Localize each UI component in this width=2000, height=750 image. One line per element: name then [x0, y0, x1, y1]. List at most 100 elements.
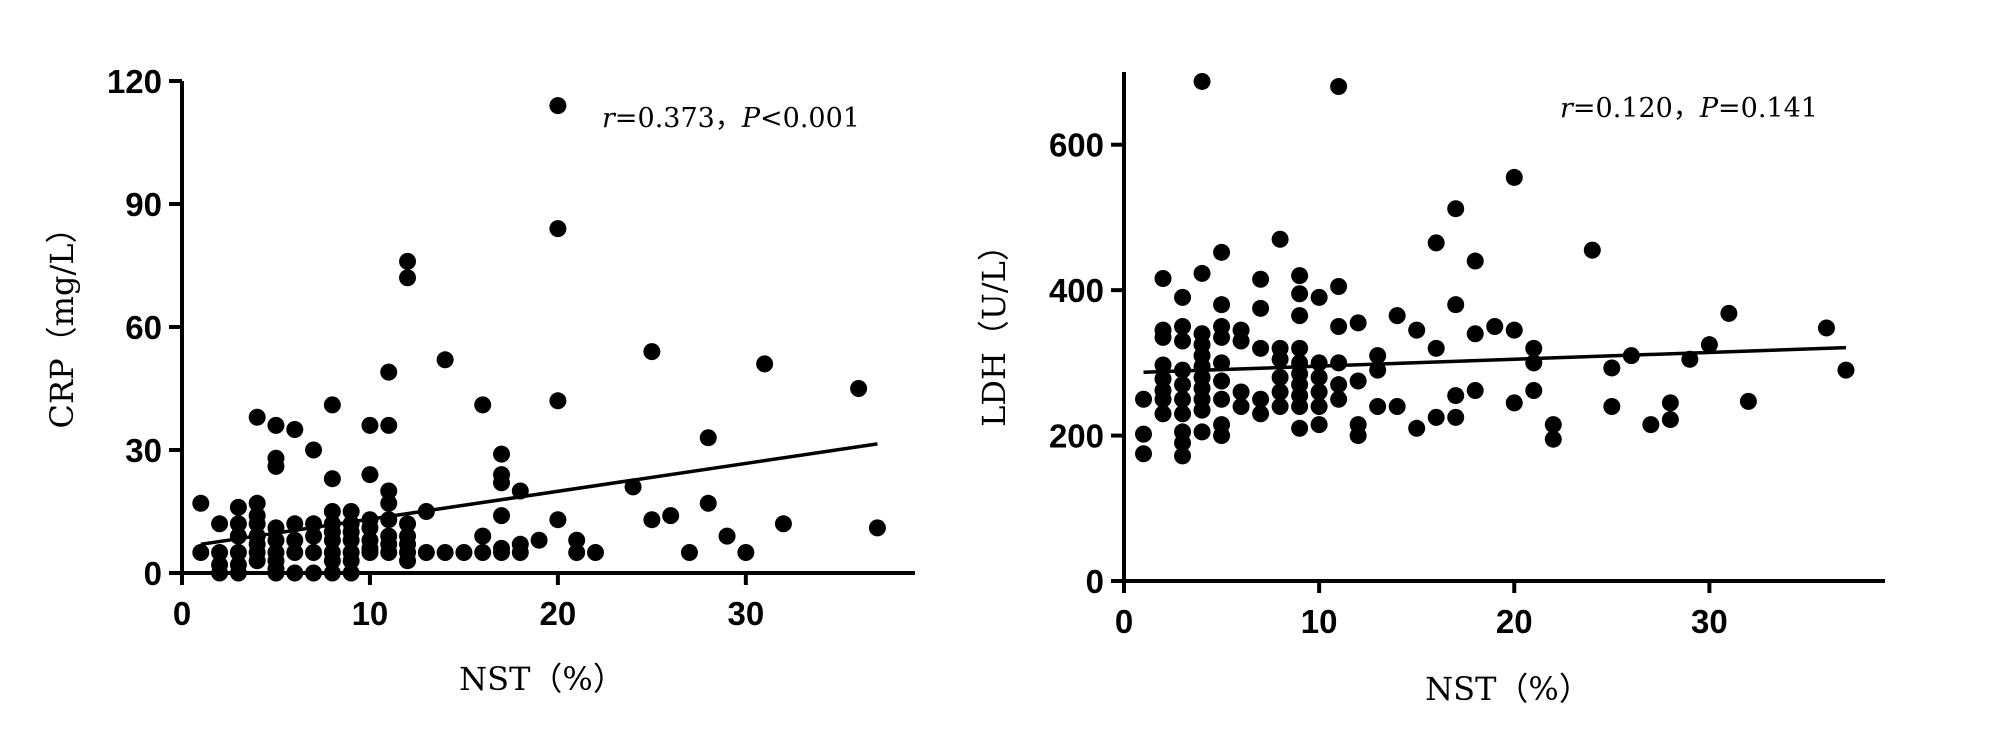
crp-data-point [530, 531, 548, 549]
ldh-data-point [1174, 288, 1192, 306]
ldh-data-point [1213, 328, 1231, 346]
crp-data-point [380, 416, 398, 434]
ldh-x-tick-label: 0 [1115, 603, 1133, 640]
ldh-data-point [1330, 78, 1348, 96]
crp-fit-line [200, 442, 878, 547]
crp-p-value: <0.001 [760, 103, 860, 134]
crp-data-point [399, 269, 417, 287]
ldh-data-point [1720, 304, 1738, 322]
crp-data-point [850, 380, 868, 397]
ldh-x-tick-label: 20 [1496, 603, 1533, 640]
ldh-data-point [1174, 318, 1192, 335]
crp-data-point [568, 531, 586, 549]
ldh-r-value: =0.120， [1573, 93, 1700, 124]
ldh-data-point [1291, 267, 1309, 285]
crp-data-point [511, 544, 529, 561]
crp-p-symbol: P [741, 103, 761, 134]
ldh-data-point [1291, 397, 1309, 415]
ldh-data-point [1154, 390, 1172, 408]
crp-data-point [380, 363, 398, 381]
ldh-data-point [1135, 425, 1153, 443]
crp-data-point [493, 474, 511, 492]
crp-x-axis-title: NST（%） [459, 660, 625, 698]
crp-data-point [586, 544, 604, 561]
ldh-data-point [1213, 372, 1231, 390]
crp-y-axis-title: CRP（mg/L） [43, 212, 81, 429]
crp-data-point [549, 220, 567, 238]
ldh-data-point [1447, 200, 1465, 218]
crp-data-point [474, 544, 492, 561]
ldh-data-point [1193, 264, 1211, 282]
crp-data-point [436, 544, 454, 561]
ldh-data-point [1330, 354, 1348, 372]
ldh-data-point [1174, 390, 1192, 408]
ldh-data-point [1525, 381, 1543, 399]
ldh-data-point [1174, 376, 1192, 394]
ldh-p-symbol: P [1699, 93, 1719, 124]
crp-panel: 0 30 60 90 120 0 10 20 30 NST（%） CRP（mg/L） r=0.… [43, 63, 915, 698]
ldh-x-tick-label: 30 [1691, 603, 1728, 640]
crp-data-point [380, 494, 398, 512]
crp-data-point [493, 544, 511, 561]
ldh-data-point [1544, 430, 1562, 448]
ldh-data-point [1271, 230, 1289, 248]
crp-data-point [380, 544, 398, 561]
crp-data-point [305, 527, 323, 545]
ldh-data-point [1817, 319, 1835, 337]
crp-data-point [399, 252, 417, 270]
ldh-data-point [1583, 241, 1601, 259]
crp-data-point [229, 544, 247, 561]
ldh-data-point [1310, 416, 1328, 434]
crp-data-point [493, 507, 511, 525]
ldh-data-point [1271, 368, 1289, 386]
ldh-data-point [1525, 339, 1543, 357]
ldh-data-point [1310, 288, 1328, 306]
crp-data-point [192, 544, 210, 561]
crp-data-point [211, 515, 229, 533]
ldh-data-point [1369, 347, 1387, 365]
ldh-x-ticks: 0 10 20 30 [1115, 581, 1728, 640]
ldh-data-point [1193, 401, 1211, 419]
crp-data-point [549, 511, 567, 529]
ldh-data-point [1213, 243, 1231, 261]
ldh-data-point [1505, 321, 1523, 339]
ldh-data-point [1252, 390, 1270, 408]
ldh-data-point [1486, 318, 1504, 335]
crp-stat-annotation: r=0.373，P<0.001 [602, 103, 860, 134]
crp-data-point [248, 515, 266, 533]
ldh-r-symbol: r [1560, 93, 1575, 124]
crp-data-point [211, 544, 229, 561]
crp-data-point [549, 392, 567, 410]
ldh-fit-line [1143, 345, 1847, 375]
crp-data-point [342, 531, 360, 549]
ldh-data-point [1193, 423, 1211, 441]
crp-x-tick-label: 20 [540, 595, 577, 632]
ldh-x-axis-title: NST（%） [1425, 670, 1591, 708]
crp-data-point [361, 519, 379, 537]
crp-data-point [737, 544, 755, 561]
ldh-data-point [1213, 354, 1231, 372]
ldh-y-tick-label: 0 [1086, 563, 1104, 600]
ldh-data-point [1427, 408, 1445, 426]
ldh-data-point [1544, 416, 1562, 434]
ldh-y-axis-title: LDH（U/L） [975, 229, 1013, 427]
crp-data-point [774, 515, 792, 533]
ldh-data-point [1291, 285, 1309, 303]
ldh-data-point [1174, 405, 1192, 423]
crp-x-ticks: 0 10 20 30 [173, 573, 764, 632]
ldh-data-point [1271, 383, 1289, 401]
crp-data-point [229, 498, 247, 516]
ldh-data-point [1252, 270, 1270, 288]
crp-x-tick-label: 0 [173, 595, 191, 632]
crp-data-point [361, 544, 379, 561]
ldh-data-point [1466, 325, 1484, 343]
ldh-data-point [1388, 307, 1406, 325]
crp-y-ticks: 0 30 60 90 120 [107, 63, 182, 592]
crp-data-point [549, 97, 567, 115]
crp-data-point [699, 494, 717, 512]
crp-y-tick-label: 120 [107, 63, 162, 100]
ldh-data-point [1603, 359, 1621, 377]
crp-x-tick-label: 10 [352, 595, 389, 632]
ldh-data-point [1232, 397, 1250, 415]
